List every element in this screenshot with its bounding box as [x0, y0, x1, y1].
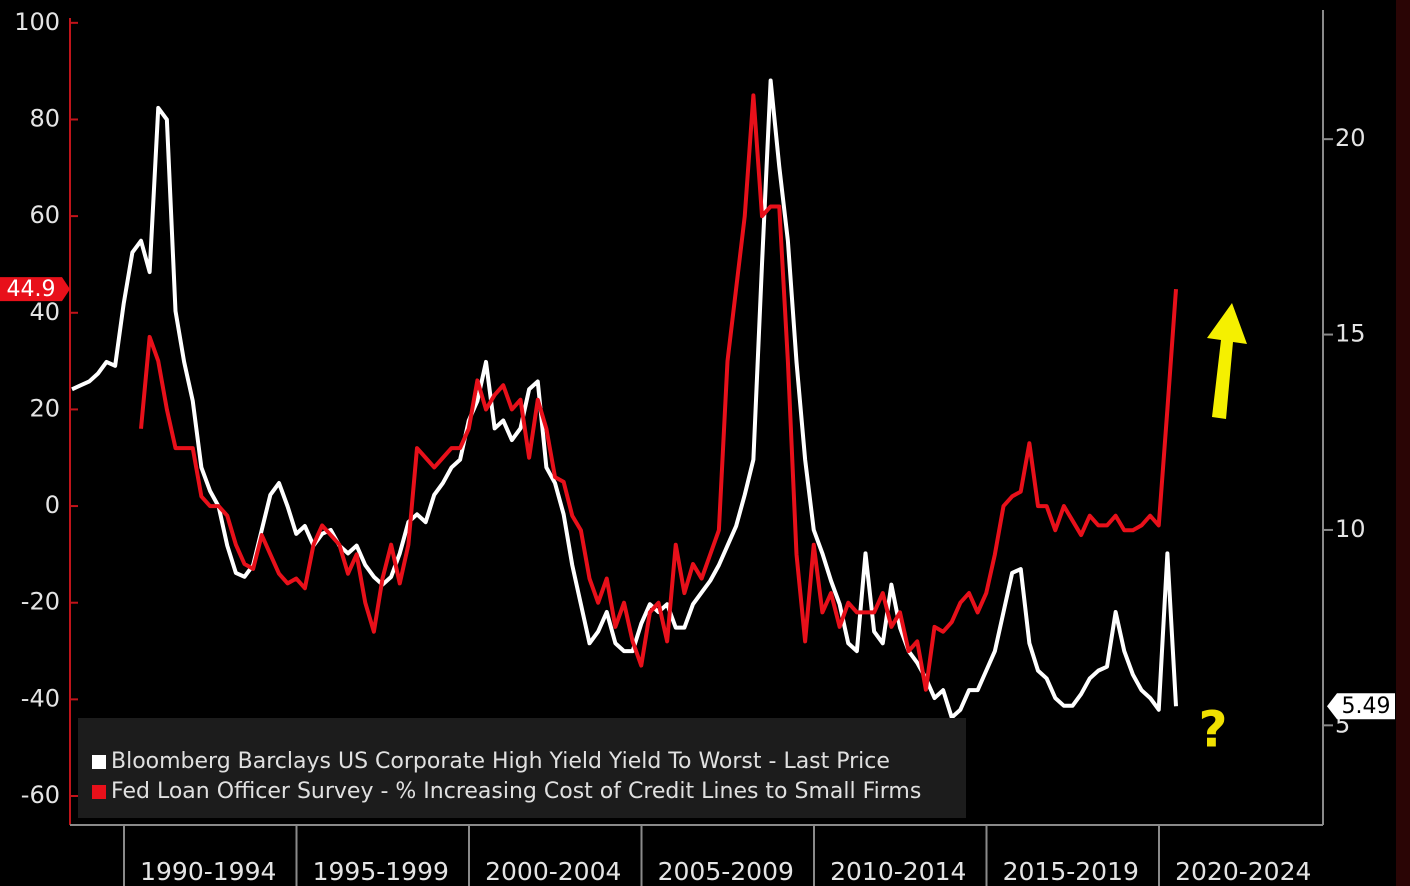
legend-label: Fed Loan Officer Survey - % Increasing C…: [111, 779, 921, 804]
x-tick-label: 2020-2024: [1175, 857, 1311, 886]
y-tick-label: -60: [21, 781, 60, 809]
series-lines: [71, 78, 1178, 720]
last-value-label: 5.49: [1342, 694, 1391, 719]
x-tick-label: 2015-2019: [1003, 857, 1139, 886]
last-value-tag: [1327, 693, 1395, 720]
y-tick-label: 80: [29, 104, 60, 132]
y-tick-label: 100: [14, 8, 60, 36]
legend-label: Bloomberg Barclays US Corporate High Yie…: [111, 749, 890, 774]
y-tick-label: 0: [45, 491, 60, 519]
y2-tick-label: 15: [1335, 320, 1366, 348]
legend-box: [78, 718, 966, 818]
y-tick-label: 20: [29, 394, 60, 422]
last-value-tag: [0, 277, 70, 302]
y-tick-label: -40: [21, 684, 60, 712]
y2-tick-label: 20: [1335, 124, 1366, 152]
x-tick-label: 1995-1999: [313, 857, 449, 886]
y-tick-label: 40: [29, 298, 60, 326]
legend-swatch: [92, 785, 106, 799]
y2-tick-label: 10: [1335, 515, 1366, 543]
x-tick-label: 2005-2009: [658, 857, 794, 886]
annotation: ?: [1198, 701, 1227, 759]
edge-strip: [1396, 0, 1410, 886]
last-value-label: 44.9: [7, 277, 56, 302]
series-line: [139, 93, 1178, 692]
x-tick-label: 1990-1994: [140, 857, 276, 886]
legend-swatch: [92, 755, 106, 769]
arrow: [1207, 303, 1247, 419]
y-tick-label: 60: [29, 201, 60, 229]
x-tick-label: 2010-2014: [830, 857, 966, 886]
x-tick-label: 2000-2004: [485, 857, 621, 886]
y-tick-label: -20: [21, 588, 60, 616]
